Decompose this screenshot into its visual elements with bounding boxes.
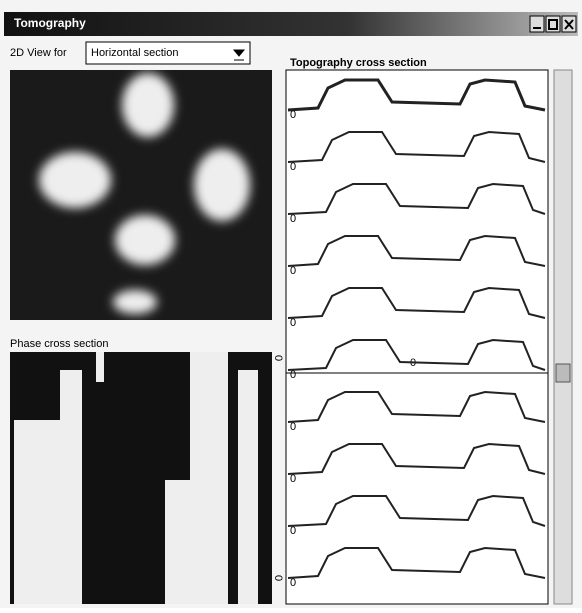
trace-label: 0 bbox=[290, 525, 296, 537]
trace bbox=[287, 78, 546, 112]
topography-title: Topography cross section bbox=[290, 57, 427, 69]
trace-label: 0 bbox=[290, 161, 296, 173]
blob bbox=[122, 73, 174, 137]
blob bbox=[39, 152, 111, 208]
blob bbox=[115, 215, 175, 265]
trace bbox=[287, 130, 546, 163]
phase-image bbox=[10, 352, 272, 604]
phase-side-label: 0 bbox=[272, 575, 284, 581]
scroll-thumb[interactable] bbox=[555, 363, 571, 383]
scroll-track[interactable] bbox=[553, 69, 573, 605]
title-bar bbox=[4, 12, 578, 36]
trace bbox=[287, 286, 546, 319]
blob bbox=[194, 149, 250, 221]
view-label: 2D View for bbox=[10, 47, 67, 59]
minimize-button[interactable] bbox=[529, 15, 545, 33]
phase-side-label: 0 bbox=[272, 355, 284, 361]
blob bbox=[113, 290, 157, 314]
trace bbox=[287, 338, 546, 371]
trace-label: 0 bbox=[290, 421, 296, 433]
trace-label: 0 bbox=[290, 369, 296, 381]
dropdown-box[interactable] bbox=[85, 41, 251, 65]
trace bbox=[287, 390, 546, 423]
trace bbox=[287, 442, 546, 475]
window-title: Tomography bbox=[14, 16, 86, 30]
afm-image bbox=[10, 70, 272, 320]
scrollbar[interactable] bbox=[553, 69, 573, 605]
trace-label: 0 bbox=[290, 473, 296, 485]
trace-label: 0 bbox=[290, 577, 296, 589]
phase-title: Phase cross section bbox=[10, 338, 108, 350]
dropdown-arrow bbox=[232, 49, 246, 61]
window-buttons[interactable] bbox=[529, 15, 577, 33]
dropdown-value: Horizontal section bbox=[91, 47, 178, 59]
trace bbox=[287, 182, 546, 215]
view-dropdown[interactable]: Horizontal section bbox=[85, 41, 251, 65]
trace-label: 0 bbox=[290, 265, 296, 277]
trace-label: 0 bbox=[290, 317, 296, 329]
trace-label: 0 bbox=[290, 213, 296, 225]
trace bbox=[287, 546, 546, 579]
trace bbox=[287, 234, 546, 267]
trace-label: 0 bbox=[290, 109, 296, 121]
trace bbox=[287, 494, 546, 527]
button-icons bbox=[533, 19, 574, 30]
